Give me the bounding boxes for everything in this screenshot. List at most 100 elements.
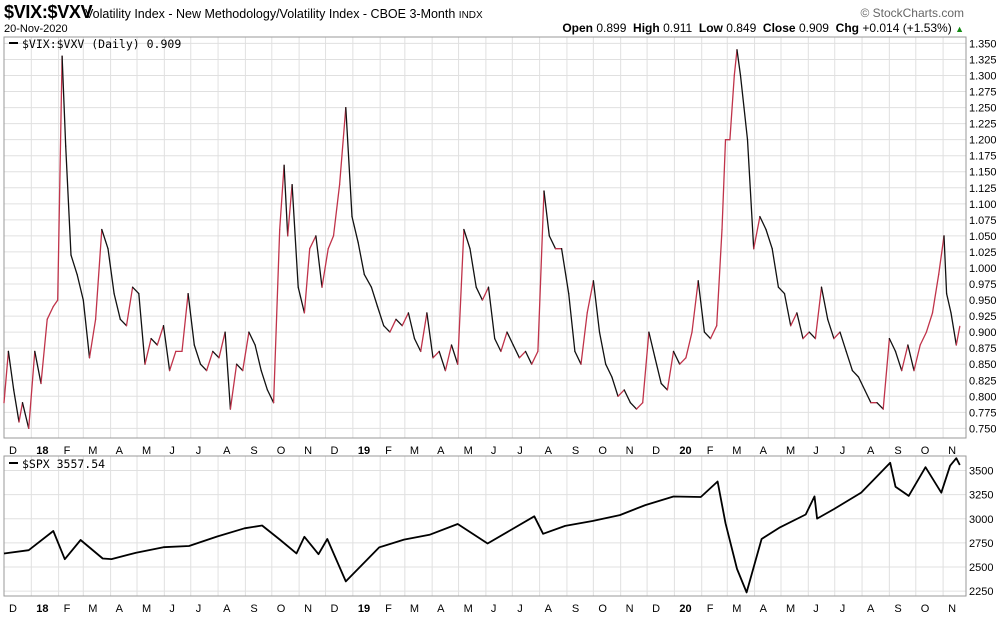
ratio-line-segment	[426, 312, 434, 359]
x-tick-label: S	[250, 445, 257, 457]
ratio-line-segment	[450, 344, 459, 365]
x-tick-label: J	[517, 445, 523, 457]
x-tick-label: A	[545, 603, 553, 615]
ratio-line-segment	[235, 363, 244, 372]
ratio-line-segment	[181, 292, 189, 353]
ratio-line-segment	[13, 389, 20, 423]
ratio-line-segment	[370, 286, 379, 308]
ratio-line-segment	[518, 350, 527, 359]
y-tick-label: 1.075	[969, 215, 997, 227]
ratio-line-segment	[746, 139, 755, 250]
ratio-line-segment	[254, 344, 262, 372]
x-tick-label: J	[169, 603, 175, 615]
x-tick-label: 18	[36, 445, 48, 457]
spx-legend-text: $SPX 3557.54	[22, 457, 105, 471]
ratio-line-segment	[827, 318, 835, 340]
x-tick-label: F	[64, 445, 71, 457]
x-tick-label: O	[921, 445, 930, 457]
ratio-line-segment	[113, 292, 121, 320]
ratio-line-segment	[672, 350, 681, 365]
ratio-line-segment	[52, 299, 59, 308]
ratio-line-segment	[260, 369, 269, 391]
ratio-line-segment	[765, 228, 773, 250]
x-tick-label: O	[598, 603, 607, 615]
ratio-line-segment	[919, 331, 928, 346]
ratio-line-segment	[814, 286, 823, 340]
x-tick-label: M	[88, 445, 97, 457]
ratio-line-segment	[199, 363, 208, 372]
ratio-line-segment	[833, 331, 841, 340]
y-tick-label: 0.750	[969, 423, 997, 435]
ratio-line-segment	[955, 325, 961, 346]
x-tick-label: M	[142, 603, 151, 615]
ratio-line-segment	[309, 235, 317, 250]
y-tick-label: 1.225	[969, 119, 997, 131]
y-tick-label: 0.775	[969, 407, 997, 419]
ratio-line-segment	[3, 350, 10, 404]
y-tick-label: 0.850	[969, 359, 997, 371]
y-tick-label: 1.100	[969, 199, 997, 211]
ratio-line-segment	[543, 190, 550, 237]
ratio-line-segment	[401, 312, 410, 327]
ratio-line-segment	[389, 318, 397, 333]
x-tick-label: M	[88, 603, 97, 615]
ratio-line-segment	[156, 325, 165, 346]
chg-value: +0.014 (+1.53%)	[862, 21, 952, 35]
ratio-line-segment	[94, 228, 103, 320]
ratio-line-segment	[739, 74, 745, 109]
x-tick-label: A	[116, 445, 124, 457]
ratio-line-segment	[592, 280, 601, 333]
spx-panel-frame	[3, 455, 967, 597]
x-tick-label: A	[760, 603, 768, 615]
x-tick-label: M	[732, 445, 741, 457]
ratio-line-segment	[413, 337, 422, 353]
ratio-line-segment	[150, 337, 158, 346]
x-tick-label: M	[464, 603, 473, 615]
x-tick-label: J	[840, 603, 846, 615]
ratio-line-segment	[660, 382, 669, 391]
ratio-line-segment	[950, 312, 957, 346]
x-tick-label: A	[116, 603, 124, 615]
ratio-line-segment	[796, 312, 804, 340]
ratio-line-segment	[642, 331, 650, 404]
ratio-line-segment	[580, 312, 588, 365]
legend-swatch	[9, 462, 18, 464]
close-value: 0.909	[798, 21, 829, 35]
x-tick-label: A	[223, 603, 231, 615]
gridlines	[3, 37, 966, 596]
y-tick-label: 1.150	[969, 167, 997, 179]
x-tick-label: 18	[36, 603, 48, 615]
ratio-line-segment	[187, 292, 195, 346]
ratio-line-segment	[888, 337, 897, 353]
ratio-line-segment	[611, 376, 619, 397]
y-tick-label: 2750	[969, 538, 993, 550]
ratio-line-segment	[729, 74, 735, 141]
ratio-line-segment	[802, 331, 810, 340]
ratio-line-segment	[125, 286, 134, 327]
x-tick-label: F	[385, 603, 392, 615]
ratio-line-segment	[224, 331, 232, 410]
ratio-line-segment	[691, 280, 699, 333]
x-tick-label: M	[410, 603, 419, 615]
x-tick-label: J	[840, 445, 846, 457]
y-tick-label: 0.800	[969, 391, 997, 403]
ratio-line-segment	[88, 318, 97, 359]
ratio-line-segment	[894, 350, 903, 372]
ratio-line-segment	[475, 286, 484, 301]
ratio-line-segment	[635, 402, 644, 410]
ratio-line-segment	[697, 280, 706, 333]
ratio-line-segment	[882, 337, 891, 410]
low-value: 0.849	[726, 21, 757, 35]
ratio-line-segment	[703, 331, 712, 340]
x-tick-label: D	[331, 603, 339, 615]
ratio-line-segment	[376, 305, 385, 327]
x-tick-label: N	[626, 445, 634, 457]
spx-series	[3, 457, 961, 594]
y-tick-label: 3000	[969, 514, 993, 526]
ratio-line-segment	[790, 312, 798, 327]
ratio-line-segment	[315, 235, 323, 288]
ratio-line-segment	[568, 292, 576, 353]
y-tick-label: 1.125	[969, 183, 997, 195]
ratio-line-segment	[736, 49, 742, 77]
